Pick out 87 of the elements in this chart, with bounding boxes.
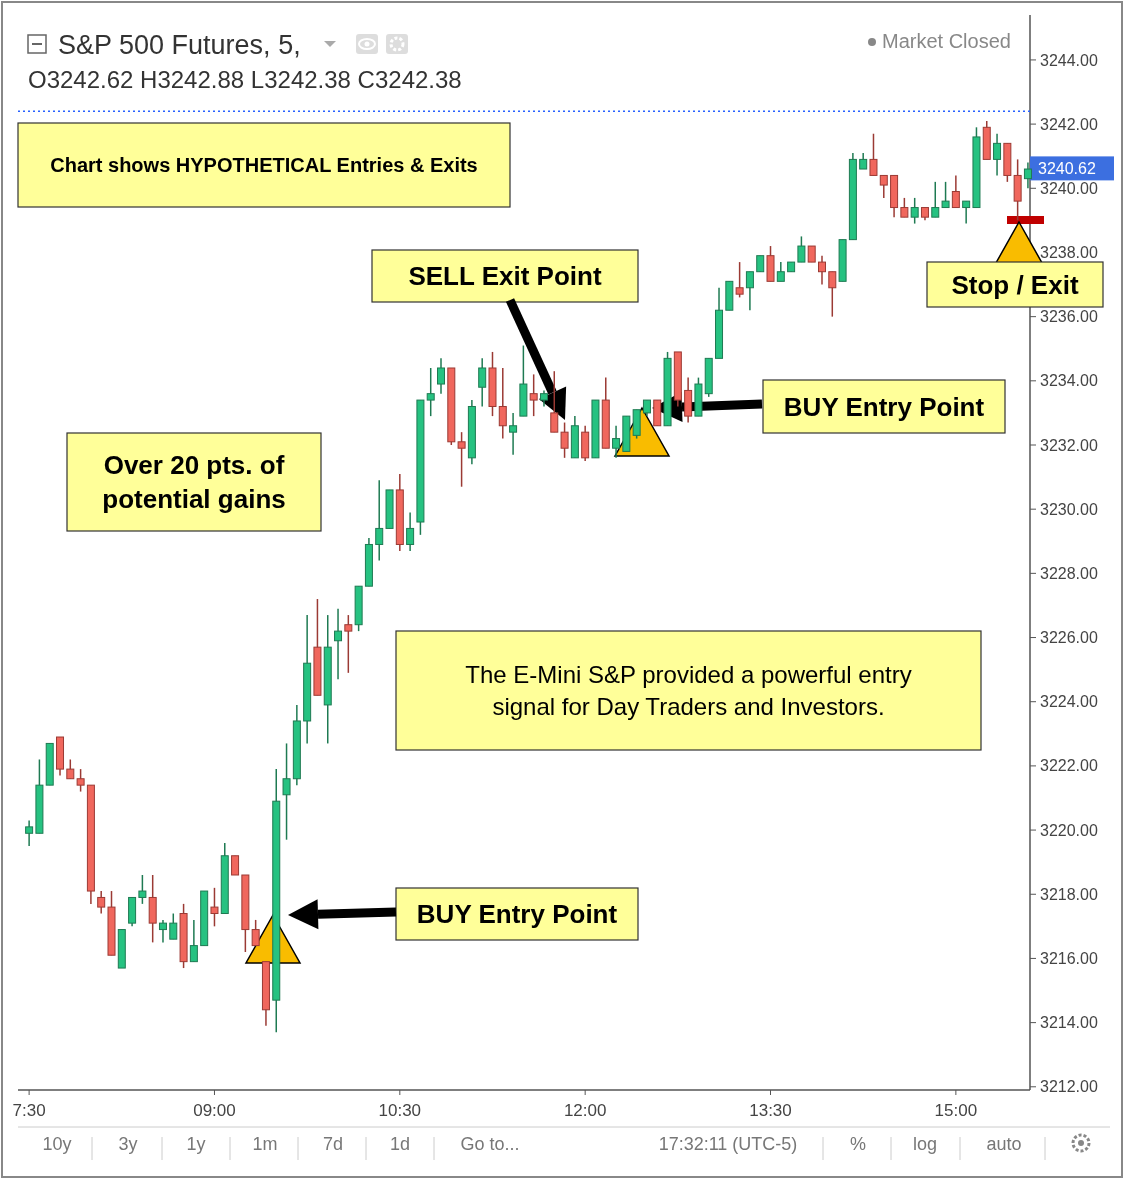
candlestick xyxy=(344,614,353,674)
y-tick-label: 3216.00 xyxy=(1040,950,1098,968)
y-tick-label: 3212.00 xyxy=(1040,1078,1098,1096)
candlestick xyxy=(457,431,466,488)
candlestick xyxy=(498,367,507,440)
y-tick-label: 3224.00 xyxy=(1040,693,1098,711)
y-tick-label: 3226.00 xyxy=(1040,629,1098,647)
candlestick xyxy=(478,357,487,408)
candlestick xyxy=(25,819,34,847)
y-tick-label: 3240.00 xyxy=(1040,179,1098,197)
candlestick xyxy=(406,511,415,552)
candlestick xyxy=(612,425,621,459)
y-tick-label: 3238.00 xyxy=(1040,244,1098,262)
candlestick xyxy=(735,261,744,299)
candlestick xyxy=(210,887,219,928)
y-tick-label: 3244.00 xyxy=(1040,51,1098,69)
x-tick-label: 12:00 xyxy=(563,1101,607,1120)
y-tick-label: 3236.00 xyxy=(1040,308,1098,326)
candlestick xyxy=(879,174,888,199)
annotation: Stop / Exit xyxy=(951,269,1079,300)
text: % xyxy=(849,1134,867,1154)
candlestick xyxy=(76,768,85,793)
candlestick xyxy=(828,270,837,318)
candlestick xyxy=(282,742,291,841)
text: auto xyxy=(986,1134,1022,1154)
x-tick-label: 15:00 xyxy=(934,1101,978,1120)
candlestick xyxy=(797,235,806,263)
annotation: BUY Entry Point xyxy=(416,899,618,930)
candlestick xyxy=(931,181,940,218)
annotation: Chart shows HYPOTHETICAL Entries & Exits xyxy=(50,154,478,176)
candlestick xyxy=(138,874,147,905)
text: O3242.62 H3242.88 L3242.38 C3242.38 xyxy=(28,66,462,93)
candlestick xyxy=(993,132,1002,177)
y-tick-label: 3222.00 xyxy=(1040,757,1098,775)
candlestick xyxy=(818,254,826,286)
y-tick-label: 3232.00 xyxy=(1040,436,1098,454)
y-tick-label: 3234.00 xyxy=(1040,372,1098,390)
candlestick xyxy=(869,132,878,177)
y-tick-label: 3242.00 xyxy=(1040,115,1098,133)
text: 3y xyxy=(118,1134,138,1154)
candlestick xyxy=(334,607,343,680)
annotation: 3240.62 xyxy=(1038,159,1096,177)
candlestick xyxy=(231,855,240,876)
y-tick-label: 3228.00 xyxy=(1040,564,1098,582)
candlestick xyxy=(745,270,754,311)
candlestick xyxy=(437,357,445,395)
annotation: Over 20 pts. of potential gains xyxy=(102,450,286,514)
candlestick xyxy=(1023,161,1032,190)
y-tick-label: 3220.00 xyxy=(1040,821,1098,839)
candlestick xyxy=(951,174,960,209)
text: 1y xyxy=(186,1134,206,1154)
candlestick xyxy=(560,421,569,459)
candlestick xyxy=(375,479,384,562)
candlestick xyxy=(941,181,950,209)
text: log xyxy=(912,1134,938,1154)
candlestick xyxy=(66,758,75,780)
annotation: The E-Mini S&P provided a powerful entry signal for Day Traders and Investors. xyxy=(465,661,912,720)
annotation: SELL Exit Point xyxy=(408,261,602,292)
text: 1m xyxy=(252,1134,278,1154)
annotation: Market Closed xyxy=(882,30,1011,52)
text: 1d xyxy=(389,1134,411,1154)
candlestick xyxy=(169,912,178,940)
x-tick-label: 7:30 xyxy=(12,1101,46,1120)
x-tick-label: 10:30 xyxy=(378,1101,422,1120)
text: 17:32:11 (UTC-5) xyxy=(658,1134,798,1154)
x-tick-label: 13:30 xyxy=(749,1101,792,1120)
candlestick xyxy=(776,261,785,283)
candlestick xyxy=(900,197,909,218)
candlestick xyxy=(962,200,971,225)
text: 10y xyxy=(42,1134,72,1154)
candlestick xyxy=(251,919,260,947)
candlestick xyxy=(910,197,919,225)
candlestick xyxy=(509,412,518,456)
candlestick xyxy=(97,890,106,915)
text: Go to... xyxy=(460,1134,520,1154)
y-tick-label: 3214.00 xyxy=(1040,1014,1098,1032)
text: S&P 500 Futures, 5, xyxy=(58,30,301,60)
y-tick-label: 3230.00 xyxy=(1040,500,1098,518)
x-tick-label: 09:00 xyxy=(193,1101,236,1120)
candlestick xyxy=(426,367,435,417)
candlestick xyxy=(529,373,538,417)
candlestick xyxy=(189,919,198,963)
text: 7d xyxy=(322,1134,344,1154)
candlestick xyxy=(158,919,167,944)
candlestick xyxy=(550,370,559,433)
y-tick-label: 3218.00 xyxy=(1040,885,1098,903)
annotation: BUY Entry Point xyxy=(783,391,985,422)
